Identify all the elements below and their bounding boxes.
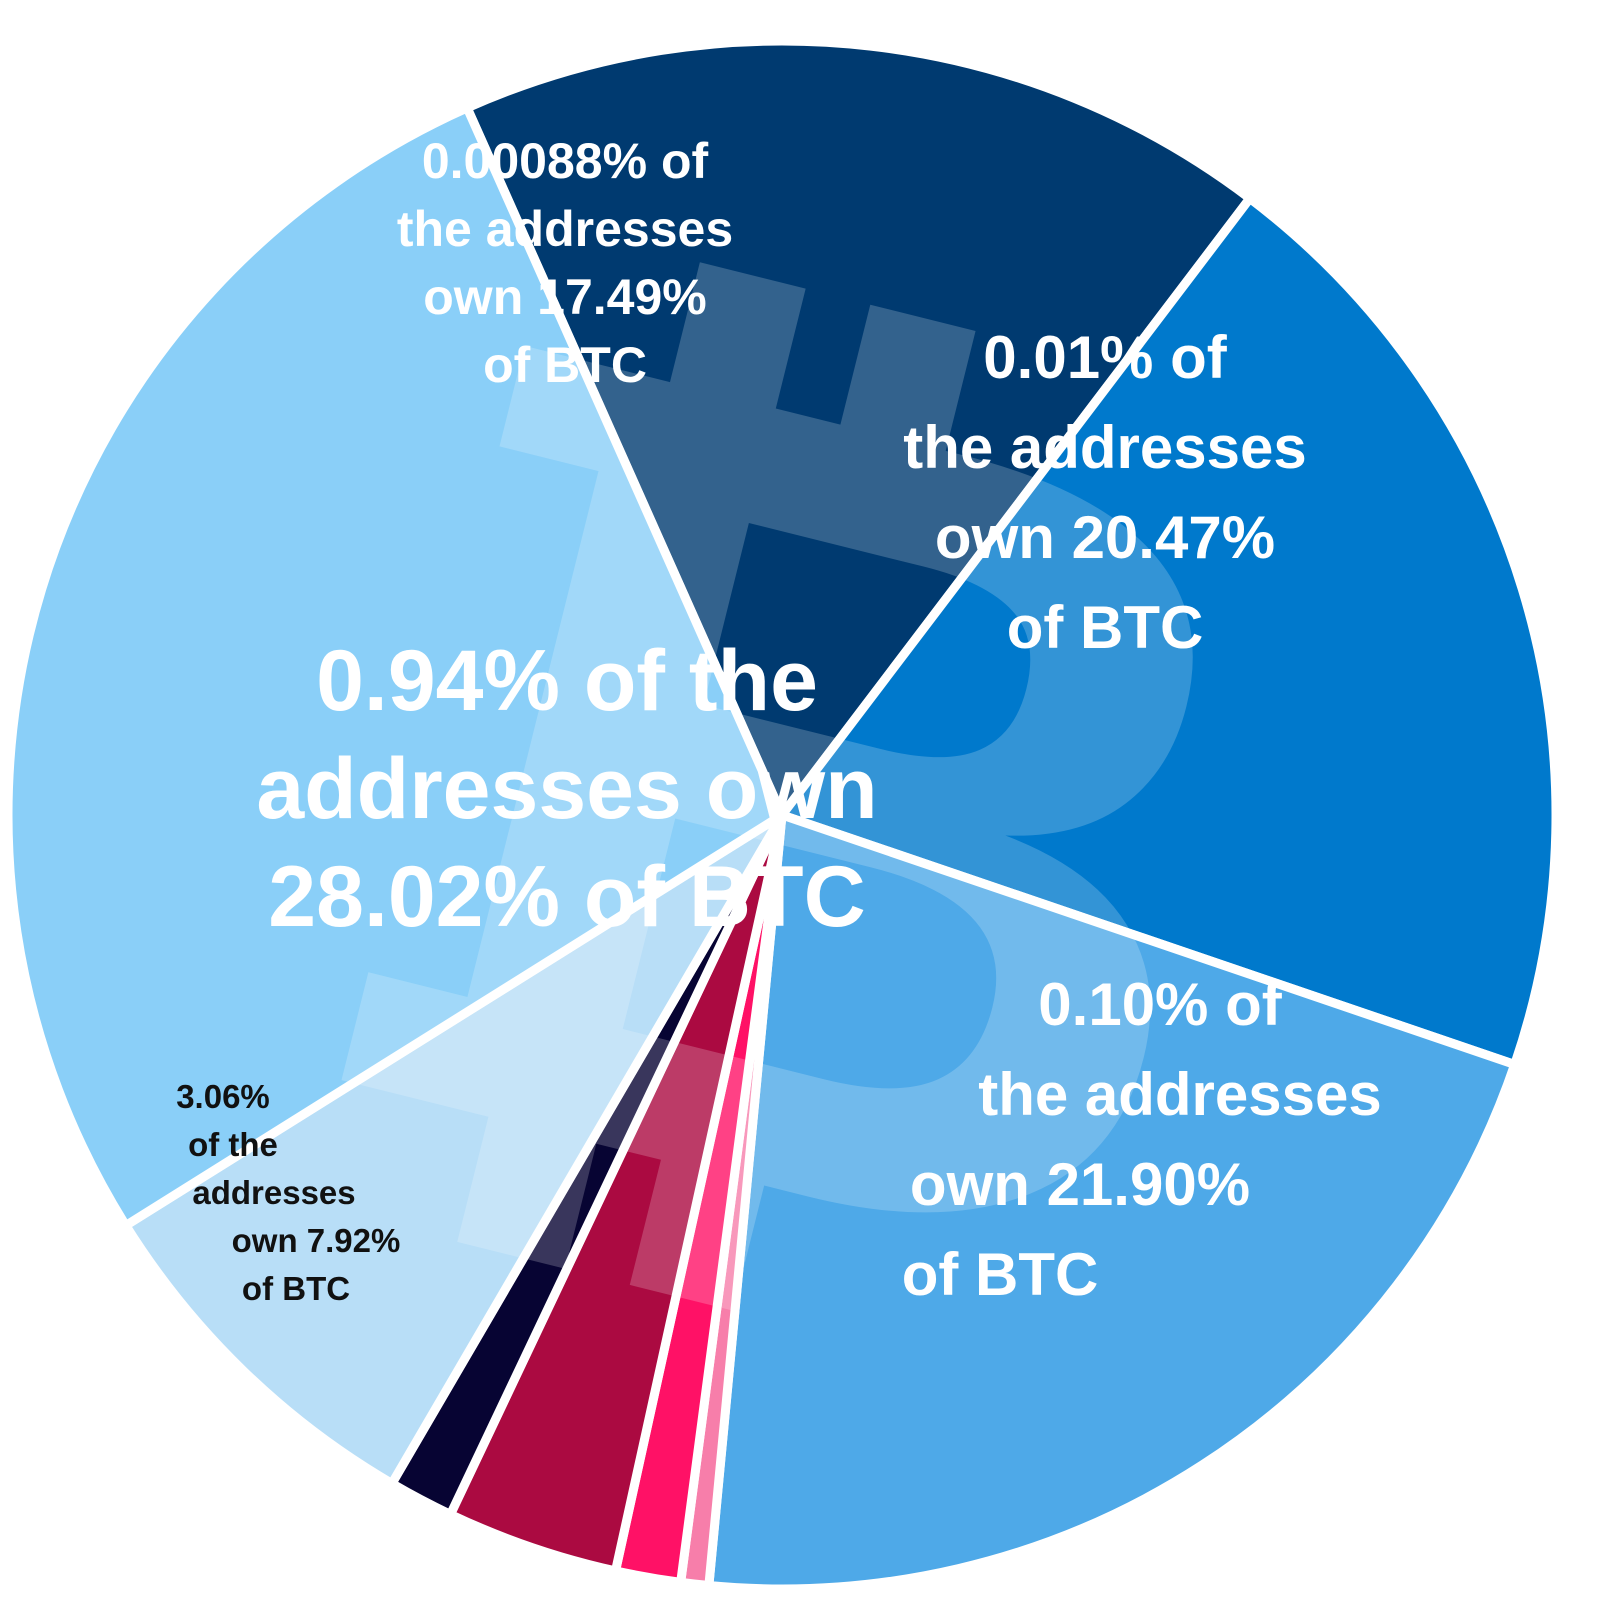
slice-label-line: addresses — [192, 1174, 355, 1211]
slice-label-line: the addresses — [397, 201, 733, 257]
slice-label-line: 0.01% of — [983, 324, 1227, 391]
pie-slice-0 — [462, 36, 1255, 820]
slice-label-line: own 17.49% — [423, 269, 706, 325]
slice-label-line: the addresses — [903, 414, 1307, 481]
slice-label-line: 0.94% of the — [316, 633, 818, 729]
slice-label-0: 0.00088% of the addresses own 17.49% of BTC — [397, 133, 733, 393]
slice-label-line: 3.06% — [176, 1078, 270, 1115]
slice-labels: 0.00088% of the addresses own 17.49% of BTC… — [176, 133, 1382, 1308]
slice-label-1: 0.01% of the addresses own 20.47% of BTC — [903, 324, 1307, 661]
slice-label-line: 0.10% of — [1038, 971, 1282, 1038]
slice-label-line: 28.02% of BTC — [268, 849, 865, 945]
slice-label-7: 3.06% of the addresses own 7.92% of BTC — [176, 1078, 400, 1307]
slice-label-2: 0.10% of the addresses own 21.90% of BTC — [902, 971, 1382, 1308]
slice-label-8: 0.94% of the addresses own 28.02% of BTC — [256, 633, 877, 945]
slice-label-line: addresses own — [256, 741, 877, 837]
slice-label-line: own 21.90% — [910, 1151, 1250, 1218]
pie-slice-1 — [777, 193, 1561, 1069]
slice-label-line: of BTC — [242, 1270, 350, 1307]
slice-label-line: own 20.47% — [935, 504, 1275, 571]
slice-label-line: own 7.92% — [232, 1222, 401, 1259]
slice-label-line: of BTC — [1007, 594, 1204, 661]
slice-label-line: of BTC — [902, 1241, 1099, 1308]
pie-slice-8 — [3, 103, 787, 1230]
slice-label-line: of BTC — [483, 337, 647, 393]
pie-slice-7 — [121, 810, 787, 1489]
slice-label-line: of the — [188, 1126, 278, 1163]
slice-label-line: 0.00088% of — [422, 133, 709, 189]
slice-label-line: the addresses — [978, 1061, 1382, 1128]
pie-slices — [3, 36, 1561, 1594]
pie-slice-2 — [704, 810, 1520, 1594]
